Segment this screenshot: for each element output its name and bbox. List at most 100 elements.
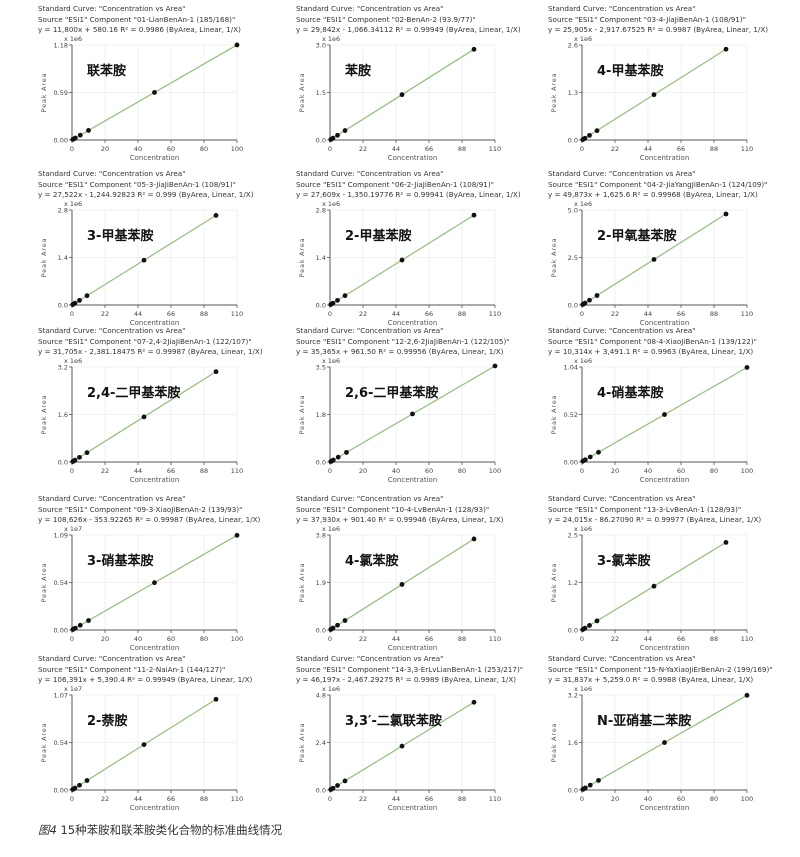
- x-tick-label: 40: [644, 467, 652, 475]
- data-point: [77, 622, 83, 628]
- y-multiplier: x 1e6: [574, 200, 592, 208]
- x-axis-label: Concentration: [388, 476, 438, 484]
- chart-header: Standard Curve: "Concentration vs Area" S…: [296, 326, 510, 358]
- y-axis-label: Peak Area: [550, 395, 558, 435]
- x-tick-label: 44: [134, 310, 142, 318]
- y-tick-label: 1.4: [58, 254, 68, 262]
- x-axis-label: Concentration: [130, 154, 180, 162]
- chart-equation: y = 31,837x + 5,259.0 R² = 0.9988 (ByAre…: [548, 675, 754, 684]
- y-tick-label: 3.0: [316, 42, 326, 50]
- y-tick-label: 5.0: [568, 207, 578, 215]
- chart-header: Standard Curve: "Concentration vs Area" S…: [548, 4, 768, 36]
- data-point: [399, 92, 405, 98]
- x-tick-label: 88: [458, 145, 466, 153]
- x-axis-label: Concentration: [388, 319, 438, 327]
- chart-equation: y = 10,314x + 3,491.1 R² = 0.9963 (ByAre…: [548, 347, 754, 356]
- y-axis-label: Peak Area: [40, 238, 48, 278]
- data-point: [410, 411, 415, 417]
- data-point: [335, 783, 340, 788]
- data-point: [587, 782, 593, 788]
- x-tick-label: 60: [425, 467, 433, 475]
- compound-label: 3-硝基苯胺: [87, 553, 153, 569]
- chart-source: Source "ESI1" Component "05-3-JiaJiBenAn…: [38, 179, 236, 189]
- y-tick-label: 0.0: [568, 787, 578, 795]
- data-point: [582, 135, 588, 141]
- compound-label: 2,6-二甲基苯胺: [345, 385, 438, 401]
- data-point: [84, 778, 90, 783]
- chart-svg: 0 22 44 66 88 110 0.0 1.4 2.8x 1e6 Concentration P…: [298, 200, 501, 327]
- chart-header: Standard Curve: "Concentration vs Area" S…: [548, 654, 773, 686]
- x-tick-label: 88: [458, 795, 466, 803]
- y-tick-label: 2.4: [316, 739, 326, 747]
- chart-panel: Standard Curve: "Concentration vs Area" S…: [288, 650, 553, 815]
- chart-svg: 0 20 40 60 80 100 0.00 0.52 1.04x 1e6 Concentrati…: [550, 357, 753, 484]
- data-point: [335, 622, 340, 628]
- chart-panel: Standard Curve: "Concentration vs Area" S…: [540, 322, 800, 487]
- chart-panel: Standard Curve: "Concentration vs Area" S…: [540, 165, 800, 330]
- chart-source: Source "ESI1" Component "08-4-XiaoJiBenA…: [548, 336, 757, 346]
- x-tick-label: 20: [611, 795, 619, 803]
- x-tick-label: 66: [425, 145, 433, 153]
- compound-label: 2-甲氧基苯胺: [597, 228, 676, 244]
- y-multiplier: x 1e6: [322, 35, 340, 43]
- data-point: [582, 300, 588, 306]
- compound-label: 3-氯苯胺: [597, 553, 650, 569]
- data-point: [594, 293, 600, 298]
- chart-title: Standard Curve: "Concentration vs Area": [548, 494, 696, 503]
- x-tick-label: 20: [101, 635, 109, 643]
- y-axis-label: Peak Area: [298, 73, 306, 113]
- x-axis-label: Concentration: [130, 804, 180, 812]
- y-tick-label: 3.2: [58, 364, 68, 372]
- x-tick-label: 40: [134, 635, 142, 643]
- data-point: [651, 257, 657, 262]
- compound-label: 3,3′-二氯联苯胺: [345, 713, 442, 729]
- x-tick-label: 22: [611, 635, 619, 643]
- compound-label: 4-硝基苯胺: [597, 385, 663, 401]
- data-point: [72, 457, 78, 463]
- y-tick-label: 0.0: [316, 302, 326, 310]
- x-tick-label: 66: [425, 310, 433, 318]
- chart-equation: y = 46,197x - 2,467.29275 R² = 0.9989 (B…: [296, 675, 517, 684]
- data-point: [582, 785, 588, 791]
- x-tick-label: 22: [611, 310, 619, 318]
- x-tick-label: 80: [710, 795, 718, 803]
- data-point: [77, 782, 82, 788]
- chart-source: Source "ESI1" Component "07-2,4-2JiaJiBe…: [38, 336, 252, 346]
- data-point: [596, 777, 601, 783]
- x-tick-label: 40: [644, 795, 652, 803]
- chart-title: Standard Curve: "Concentration vs Area": [548, 169, 696, 178]
- x-tick-label: 100: [231, 145, 243, 153]
- caption-figure-number: 图4: [38, 823, 57, 837]
- y-tick-label: 3.2: [568, 692, 578, 700]
- x-tick-label: 0: [328, 467, 332, 475]
- data-point: [662, 740, 667, 745]
- x-tick-label: 0: [580, 310, 584, 318]
- chart-title: Standard Curve: "Concentration vs Area": [38, 4, 186, 13]
- data-point: [335, 297, 340, 303]
- x-tick-label: 0: [70, 310, 74, 318]
- x-tick-label: 22: [359, 145, 367, 153]
- y-axis-label: Peak Area: [298, 563, 306, 603]
- data-point: [342, 128, 348, 133]
- y-tick-label: 1.07: [54, 692, 68, 700]
- y-tick-label: 0.0: [568, 137, 578, 145]
- x-tick-label: 44: [644, 310, 652, 318]
- x-tick-label: 40: [134, 145, 142, 153]
- y-tick-label: 0.54: [54, 739, 68, 747]
- data-point: [594, 128, 600, 134]
- y-tick-label: 1.3: [568, 89, 578, 97]
- x-tick-label: 0: [328, 795, 332, 803]
- chart-panel: Standard Curve: "Concentration vs Area" S…: [30, 0, 295, 165]
- compound-label: 苯胺: [344, 63, 371, 79]
- y-axis-label: Peak Area: [40, 395, 48, 435]
- x-tick-label: 88: [200, 310, 208, 318]
- data-point: [651, 92, 657, 98]
- x-tick-label: 100: [489, 467, 501, 475]
- chart-source: Source "ESI1" Component "04-2-JiaYangJiB…: [548, 179, 768, 189]
- y-tick-label: 0.0: [316, 459, 326, 467]
- data-point: [399, 582, 405, 587]
- y-axis-label: Peak Area: [40, 73, 48, 113]
- data-point: [213, 696, 219, 702]
- data-point: [330, 785, 336, 791]
- x-tick-label: 66: [167, 310, 175, 318]
